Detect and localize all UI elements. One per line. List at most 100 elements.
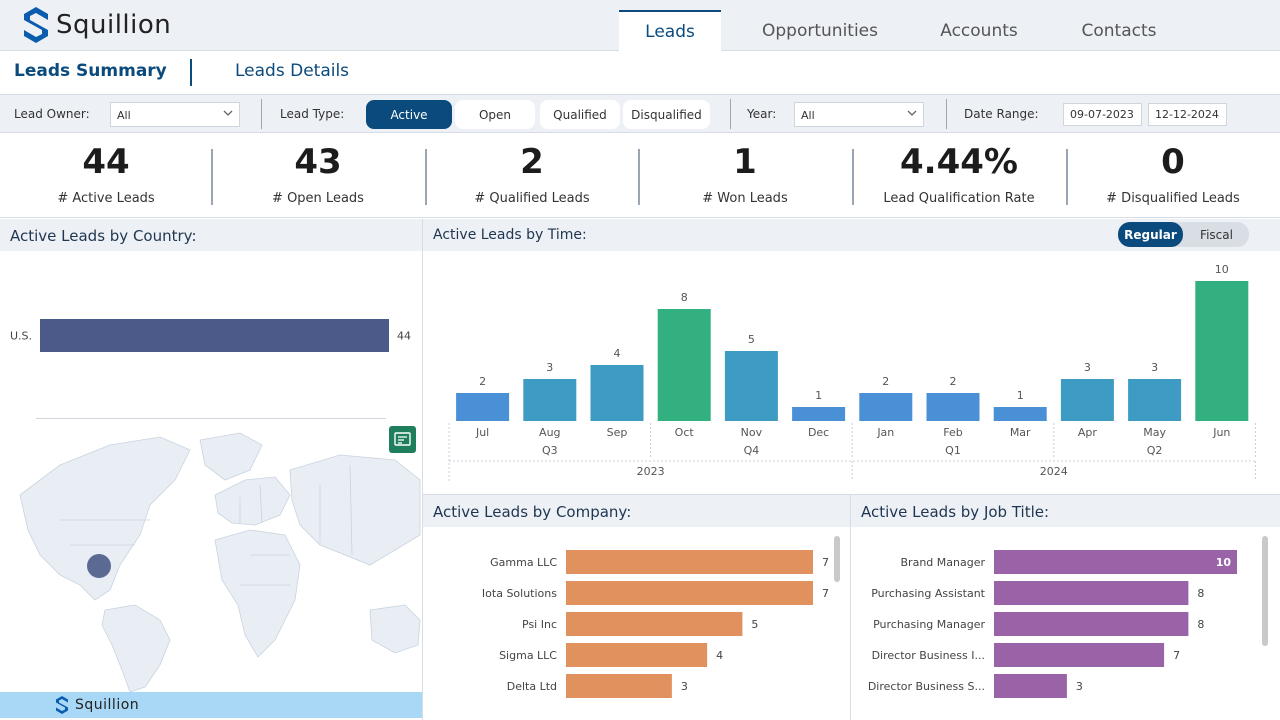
footer-bar: Squillion [0, 692, 422, 718]
toggle-fiscal[interactable]: Fiscal [1200, 227, 1233, 242]
kpi-value: 1 [733, 142, 757, 182]
time-bar[interactable] [1195, 281, 1249, 421]
job-title-scrollbar[interactable] [1262, 536, 1268, 646]
bar-value: 3 [1076, 680, 1083, 693]
time-quarter-label: Q3 [542, 444, 558, 457]
kpi-row: 44 # Active Leads 43 # Open Leads 2 # Qu… [0, 134, 1280, 218]
time-bar[interactable] [523, 379, 577, 421]
date-to-input[interactable]: 12-12-2024 [1148, 103, 1227, 126]
time-bar[interactable] [1128, 379, 1182, 421]
map-location-dot[interactable] [87, 554, 111, 578]
time-bar[interactable] [1060, 379, 1114, 421]
bar[interactable] [994, 643, 1165, 667]
tab-leads-summary[interactable]: Leads Summary [14, 61, 167, 81]
year-select[interactable]: All [794, 102, 924, 127]
company-panel-title: Active Leads by Company: [423, 495, 850, 527]
time-month-label: Nov [741, 426, 763, 439]
time-mode-toggle: Regular Fiscal [1118, 222, 1249, 247]
bar[interactable] [566, 674, 672, 698]
time-bar[interactable] [993, 407, 1047, 421]
kpi-divider [1066, 149, 1068, 205]
time-bar[interactable] [859, 393, 913, 421]
panel-divider [423, 494, 1280, 495]
time-bar[interactable] [792, 407, 846, 421]
filter-bar: Lead Owner: All Lead Type: Active Open Q… [0, 95, 1280, 133]
lead-type-open[interactable]: Open [455, 100, 535, 129]
time-bar[interactable] [926, 393, 980, 421]
bar[interactable] [566, 581, 813, 605]
tab-leads[interactable]: Leads [619, 10, 721, 51]
subnav-divider [190, 59, 192, 86]
report-icon-glyph [394, 432, 411, 446]
lead-type-active[interactable]: Active [366, 100, 452, 129]
company-scrollbar[interactable] [834, 536, 840, 582]
kpi-value: 2 [520, 142, 544, 182]
footer-logo: Squillion [55, 695, 139, 715]
time-bar-value: 3 [1151, 361, 1158, 374]
time-year-label: 2024 [1040, 465, 1068, 478]
date-from-input[interactable]: 09-07-2023 [1063, 103, 1142, 126]
kpi-value: 43 [294, 142, 342, 182]
bar[interactable] [566, 643, 708, 667]
kpi-won-leads: 1 # Won Leads [639, 134, 851, 218]
bar[interactable] [566, 612, 743, 636]
time-quarter-label: Q4 [744, 444, 760, 457]
kpi-qualification-rate: 4.44% Lead Qualification Rate [853, 134, 1065, 218]
job-title-panel-title: Active Leads by Job Title: [851, 495, 1280, 527]
time-month-label: Jun [1212, 426, 1230, 439]
brand-name: Squillion [56, 10, 172, 40]
time-bar[interactable] [724, 351, 778, 421]
map-divider [36, 418, 386, 419]
bar-value: 7 [1173, 649, 1180, 662]
tab-contacts[interactable]: Contacts [1081, 20, 1157, 41]
country-bar[interactable] [40, 319, 389, 352]
tab-accounts[interactable]: Accounts [940, 20, 1018, 41]
bar[interactable] [994, 581, 1189, 605]
time-bar[interactable] [456, 393, 510, 421]
kpi-divider [852, 149, 854, 205]
bar[interactable] [566, 550, 813, 574]
lead-type-disqualified[interactable]: Disqualified [623, 100, 710, 129]
world-map [19, 432, 421, 692]
bar-category-label: Gamma LLC [490, 556, 557, 569]
time-bar-value: 10 [1215, 263, 1229, 276]
bar[interactable] [994, 674, 1067, 698]
country-bar-chart: U.S. 44 [10, 319, 411, 352]
toggle-regular[interactable]: Regular [1118, 222, 1183, 247]
bar-value: 4 [716, 649, 723, 662]
time-month-label: Dec [808, 426, 829, 439]
brand-logo[interactable]: Squillion [22, 4, 171, 46]
tab-opportunities[interactable]: Opportunities [762, 20, 878, 41]
country-bar-value: 44 [397, 330, 411, 343]
kpi-label: # Disqualified Leads [1106, 191, 1240, 206]
kpi-value: 4.44% [900, 142, 1018, 182]
kpi-divider [638, 149, 640, 205]
report-icon[interactable] [389, 426, 416, 453]
filter-divider [730, 99, 731, 129]
squillion-logo-icon [24, 7, 48, 43]
panel-divider [850, 495, 851, 720]
tab-leads-details[interactable]: Leads Details [235, 61, 350, 81]
bar-value: 8 [1197, 587, 1204, 600]
time-bar[interactable] [590, 365, 644, 421]
kpi-disqualified-leads: 0 # Disqualified Leads [1067, 134, 1279, 218]
bar-category-label: Director Business I... [872, 649, 985, 662]
lead-owner-select[interactable]: All [110, 102, 240, 127]
bar[interactable] [994, 550, 1237, 574]
bar-value: 7 [822, 587, 829, 600]
time-month-label: Jan [876, 426, 894, 439]
country-panel-title: Active Leads by Country: [0, 219, 422, 251]
bar-category-label: Purchasing Manager [873, 618, 985, 631]
year-value: All [801, 109, 815, 122]
lead-type-qualified[interactable]: Qualified [540, 100, 620, 129]
bar-category-label: Iota Solutions [482, 587, 557, 600]
kpi-label: Lead Qualification Rate [883, 191, 1035, 206]
time-bar[interactable] [657, 309, 711, 421]
lead-owner-label: Lead Owner: [14, 107, 90, 121]
kpi-value: 0 [1161, 142, 1185, 182]
kpi-label: # Open Leads [272, 191, 364, 206]
time-bar-value: 2 [882, 375, 889, 388]
kpi-open-leads: 43 # Open Leads [212, 134, 424, 218]
bar[interactable] [994, 612, 1189, 636]
bar-value: 10 [1216, 556, 1232, 569]
